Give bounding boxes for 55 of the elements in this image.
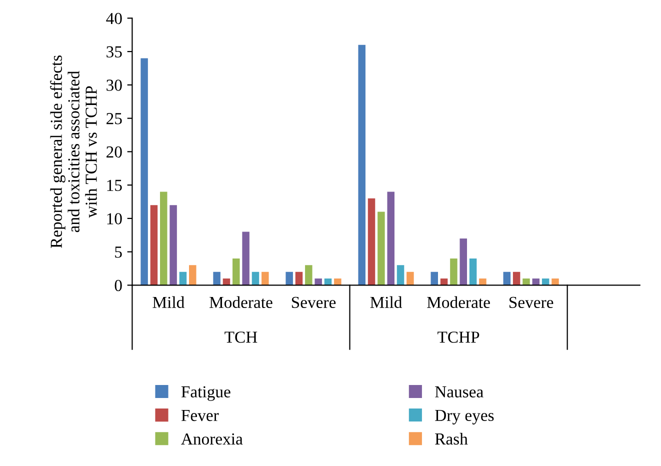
x-tick-label: Moderate [427, 296, 490, 308]
legend-label: Fatigue [181, 386, 230, 401]
bar [140, 58, 148, 286]
bar [503, 272, 511, 286]
legend-label: Rash [435, 432, 468, 445]
bar [286, 272, 293, 286]
bar [522, 278, 530, 286]
bar [368, 198, 376, 286]
bar [262, 272, 269, 286]
bar [295, 272, 303, 286]
bar [479, 278, 486, 286]
bar [189, 265, 196, 286]
y-tick-label: 10 [107, 213, 122, 224]
bar [305, 265, 312, 286]
text: TCHP [438, 332, 480, 343]
y-tick-label: 30 [106, 80, 122, 91]
legend-label: Fever [181, 410, 219, 422]
legend-label: Dry eyes [435, 410, 494, 424]
legend-label: Anorexia [181, 433, 243, 445]
bar [179, 272, 187, 286]
bar [460, 238, 468, 286]
bar [170, 205, 177, 286]
bar [358, 44, 366, 286]
y-tick-label: 15 [107, 180, 122, 192]
bar [252, 272, 260, 286]
bar [150, 205, 158, 286]
y-tick-label: 40 [106, 12, 122, 24]
bar [160, 192, 168, 286]
y-axis-title: Reported general side effects and toxicities associated with TCH vs TCHP [50, 55, 97, 248]
bar [406, 272, 414, 286]
x-tick-label: Severe [510, 296, 554, 308]
y-tick-label: 35 [106, 46, 122, 58]
text: TCH [224, 332, 258, 343]
x-tick-label: Severe [292, 296, 336, 308]
bar [232, 258, 240, 286]
bar [213, 272, 220, 286]
y-tick-label: 25 [106, 113, 122, 124]
x-tick-label: Mild [370, 296, 402, 308]
bar [450, 258, 458, 286]
bar [396, 265, 404, 286]
bar [552, 278, 559, 286]
bar [430, 272, 438, 286]
bar [469, 258, 477, 286]
bar [314, 278, 322, 286]
y-tick-label: 0 [114, 280, 122, 292]
x-tick-label: Moderate [210, 296, 272, 308]
bar [242, 232, 250, 286]
y-tick-label: 5 [115, 246, 122, 258]
y-tick-label: 20 [106, 146, 122, 158]
bar [512, 272, 520, 286]
legend-label: Nausea [435, 386, 484, 398]
bar [334, 278, 342, 286]
bar [387, 192, 394, 286]
x-tick-label: Mild [152, 296, 184, 308]
bar [378, 212, 385, 286]
